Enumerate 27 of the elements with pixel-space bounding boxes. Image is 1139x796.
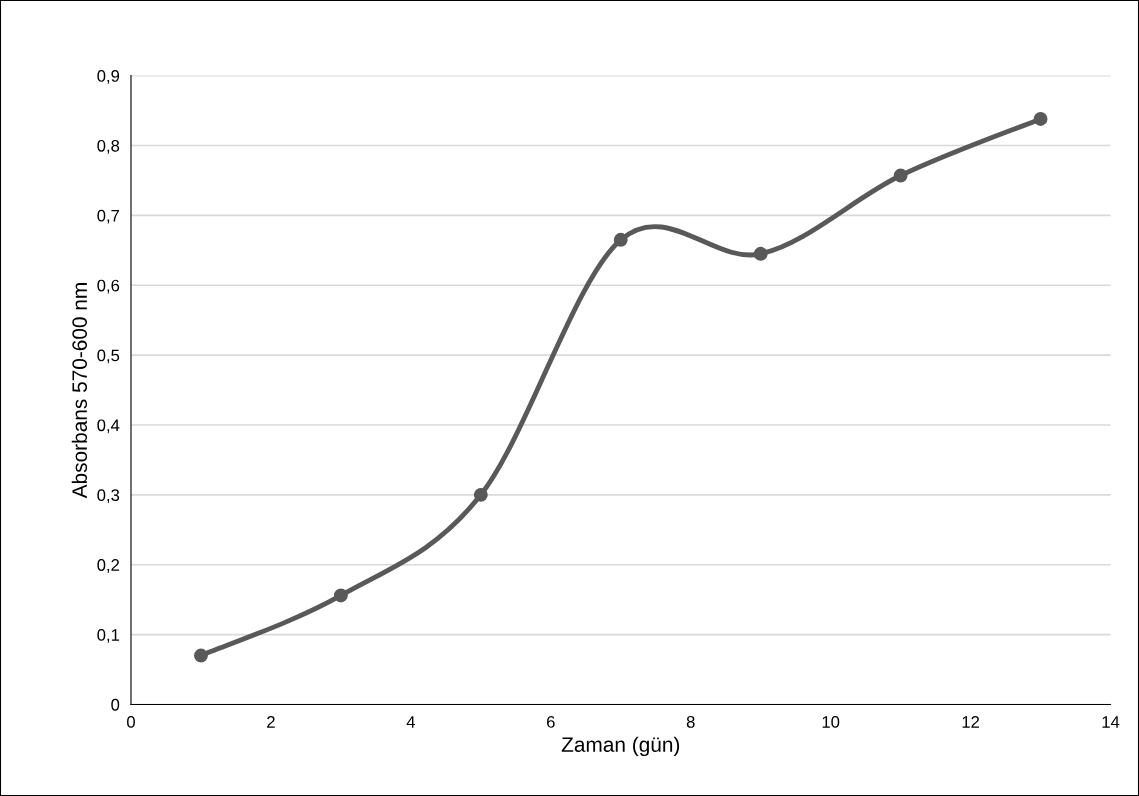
x-tick-label: 12 bbox=[962, 716, 980, 728]
y-tick-label: 0,7 bbox=[97, 209, 120, 224]
y-axis-title: Absorbans 570-600 nm bbox=[71, 283, 88, 499]
point bbox=[1033, 111, 1048, 126]
point bbox=[893, 168, 908, 183]
y-tick-label: 0,4 bbox=[97, 419, 120, 434]
y-tick-label: 0,2 bbox=[97, 559, 120, 573]
x-tick-label: 10 bbox=[822, 716, 840, 728]
y-tick-label: 0,1 bbox=[97, 628, 120, 643]
y-tick-label: 0,6 bbox=[97, 279, 120, 294]
x-tick-label: 4 bbox=[406, 716, 415, 728]
y-tick-label: 0,9 bbox=[97, 70, 120, 84]
point bbox=[333, 588, 348, 603]
x-tick-label: 14 bbox=[1102, 716, 1120, 728]
x-tick-label: 0 bbox=[127, 716, 135, 728]
x-tick-label: 2 bbox=[267, 716, 275, 728]
point bbox=[194, 648, 208, 663]
y-tick-label: 0,8 bbox=[97, 139, 120, 154]
point bbox=[613, 232, 628, 247]
point bbox=[473, 487, 488, 502]
y-tick-label: 0,5 bbox=[97, 349, 120, 364]
x-axis-title: Zaman (gün) bbox=[561, 736, 680, 757]
y-tick-label: 0 bbox=[111, 698, 120, 711]
point bbox=[753, 246, 768, 261]
y-tick-label: 0,3 bbox=[97, 489, 120, 504]
x-tick-label: 8 bbox=[686, 716, 695, 728]
x-tick-label: 6 bbox=[547, 716, 555, 728]
